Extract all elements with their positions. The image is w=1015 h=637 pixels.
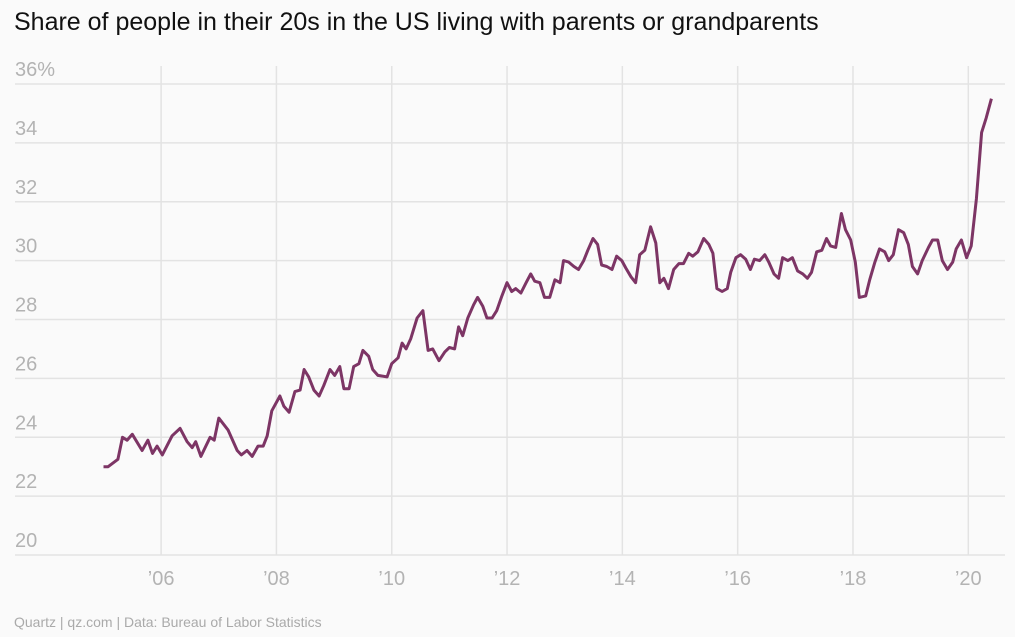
y-tick-label: 34	[15, 118, 37, 140]
source-note: Quartz | qz.com | Data: Bureau of Labor …	[14, 614, 322, 630]
y-tick-label: 30	[15, 236, 37, 258]
y-tick-label: 28	[15, 295, 37, 317]
x-tick-label: ’14	[609, 568, 636, 590]
x-tick-label: ’12	[494, 568, 521, 590]
x-tick-label: ’08	[263, 568, 290, 590]
x-tick-label: ’20	[955, 568, 982, 590]
data-line	[103, 98, 993, 469]
y-tick-label: 26	[15, 353, 37, 375]
x-tick-label: ’06	[148, 568, 175, 590]
y-tick-label: 22	[15, 471, 37, 493]
x-tick-label: ’18	[840, 568, 867, 590]
x-tick-label: ’10	[378, 568, 405, 590]
y-tick-label: 32	[15, 177, 37, 199]
chart-title: Share of people in their 20s in the US l…	[14, 8, 819, 36]
y-tick-label: 36%	[15, 59, 55, 81]
x-tick-label: ’16	[724, 568, 751, 590]
y-tick-label: 24	[15, 412, 37, 434]
y-tick-label: 20	[15, 530, 37, 552]
